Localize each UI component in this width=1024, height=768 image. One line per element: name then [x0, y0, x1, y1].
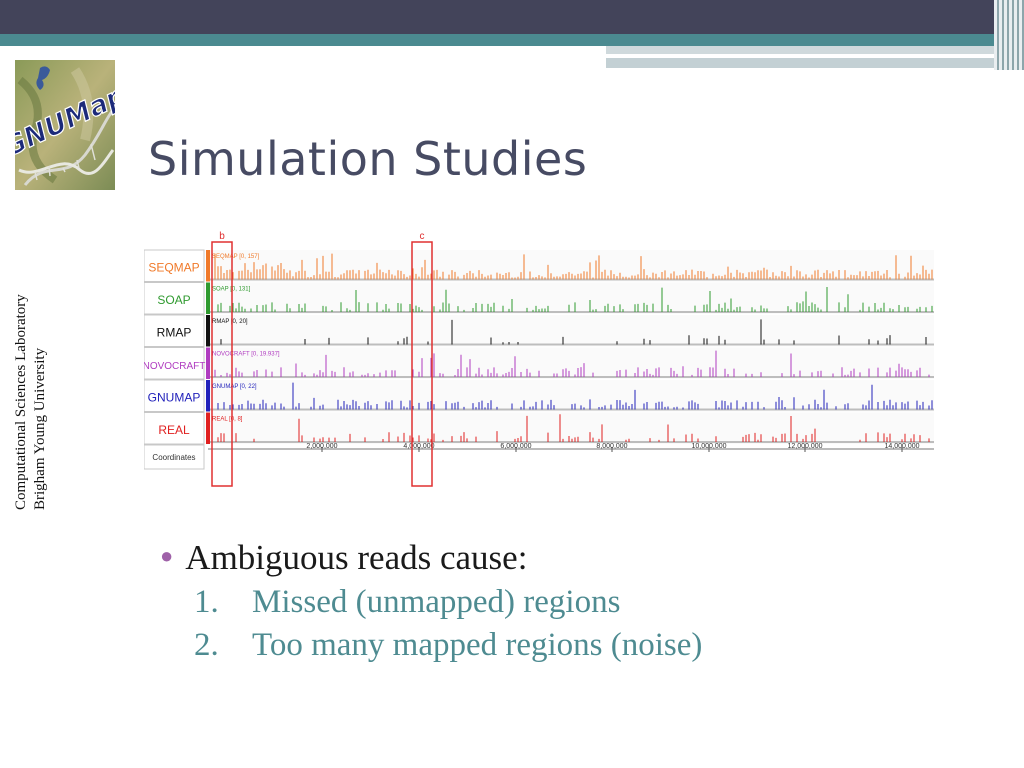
alignment-tracks-chart: SEQMAP SEQMAP [0, 157] SOAP SOAP [0, 131] RM…	[143, 228, 936, 490]
track-label: NOVOCRAFT	[144, 361, 205, 372]
track-label-box	[143, 379, 205, 412]
track-label: RMAP	[157, 325, 192, 339]
bullet-list: ● Ambiguous reads cause: 1. Missed (unmapp…	[160, 538, 980, 664]
x-tick-label: 14,000,000	[884, 443, 919, 450]
accent-bar-light-2	[606, 58, 1024, 68]
track-color-marker	[206, 380, 210, 412]
x-tick-label: 4,000,000	[403, 443, 434, 450]
numbered-item: 1. Missed (unmapped) regions	[160, 584, 980, 621]
coordinates-label-box	[143, 444, 205, 470]
x-tick-label: 12,000,000	[787, 443, 822, 450]
track-range-label: RMAP [0, 20]	[212, 319, 248, 325]
side-text-line-2: Brigham Young University	[32, 347, 48, 510]
corner-stripes	[994, 0, 1024, 70]
track-label: SEQMAP	[148, 260, 199, 274]
track-lane	[208, 315, 934, 347]
track-range-label: NOVOCRAFT [0, 19.937]	[212, 352, 280, 358]
track-range-label: SEQMAP [0, 157]	[212, 254, 260, 260]
track-label: REAL	[158, 423, 190, 437]
track-label-box	[143, 412, 205, 445]
gnumap-logo: GNUMap	[0, 60, 131, 190]
bullet-dot-icon: ●	[160, 543, 174, 568]
x-tick-label: 2,000,000	[306, 443, 337, 450]
track-color-marker	[206, 282, 210, 314]
accent-bar	[0, 34, 1024, 46]
track-lane	[208, 282, 934, 314]
track-label-box	[143, 249, 205, 282]
track-label: GNUMAP	[148, 390, 201, 404]
side-text-line-1: Computational Sciences Laboratory	[13, 294, 29, 510]
bullet-main: ● Ambiguous reads cause:	[160, 538, 980, 578]
slide-title: Simulation Studies	[148, 132, 588, 186]
track-color-marker	[206, 315, 210, 347]
track-color-marker	[206, 347, 210, 379]
track-range-label: REAL [0, 8]	[212, 417, 243, 423]
item-number: 1.	[194, 584, 219, 620]
highlight-box	[411, 241, 433, 487]
item-text: Missed (unmapped) regions	[252, 584, 621, 620]
highlight-label: c	[420, 231, 425, 242]
coordinates-label: Coordinates	[152, 453, 195, 462]
track-lane	[208, 347, 934, 379]
highlight-box	[211, 241, 233, 487]
track-lane	[208, 412, 934, 444]
side-affiliation: Computational Sciences Laboratory Brigha…	[12, 210, 50, 510]
track-color-marker	[206, 412, 210, 444]
accent-bar-light	[606, 46, 1024, 54]
track-lane	[208, 380, 934, 412]
bullet-main-text: Ambiguous reads cause:	[185, 538, 528, 577]
highlight-label: b	[219, 231, 225, 242]
track-label-box	[143, 347, 205, 380]
track-range-label: GNUMAP [0, 22]	[212, 384, 257, 390]
track-label: SOAP	[157, 293, 190, 307]
numbered-item: 2. Too many mapped regions (noise)	[160, 627, 980, 664]
x-tick-label: 8,000,000	[596, 443, 627, 450]
item-number: 2.	[194, 627, 219, 663]
track-label-box	[143, 282, 205, 315]
track-label-box	[143, 314, 205, 347]
x-tick-label: 6,000,000	[500, 443, 531, 450]
x-tick-label: 10,000,000	[691, 443, 726, 450]
item-text: Too many mapped regions (noise)	[252, 627, 703, 663]
accent-line	[606, 55, 946, 56]
track-color-marker	[206, 250, 210, 282]
top-bar	[0, 0, 1024, 34]
